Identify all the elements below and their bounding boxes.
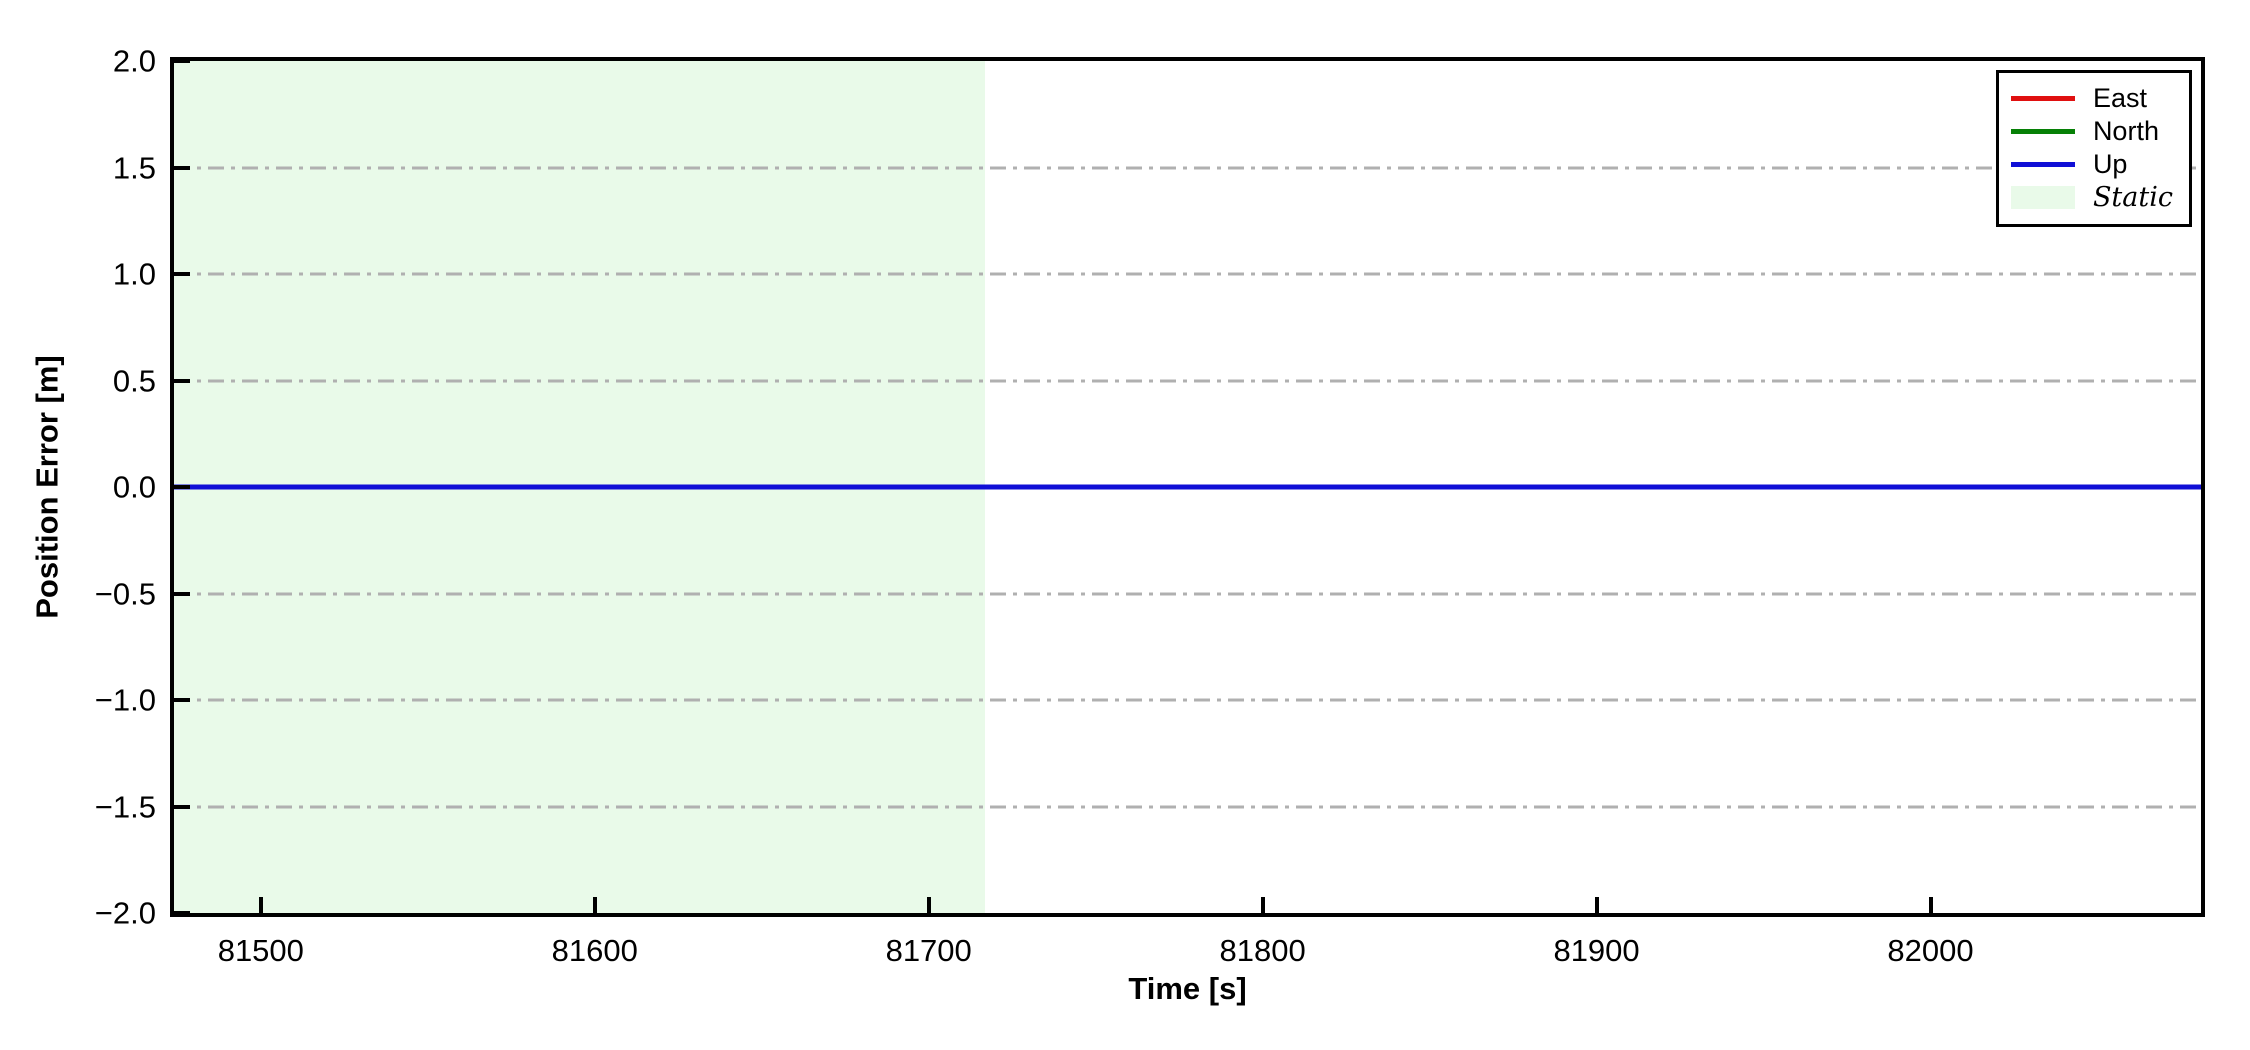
y-tick-label: −0.5 xyxy=(94,576,156,611)
legend-label-static: Static xyxy=(2092,181,2173,213)
x-tick-label: 81700 xyxy=(885,933,972,968)
legend-label-north: North xyxy=(2092,115,2159,146)
y-tick xyxy=(174,485,190,489)
x-tick-label: 81500 xyxy=(217,933,304,968)
x-tick-label: 81800 xyxy=(1219,933,1306,968)
y-tick-label: 2.0 xyxy=(112,43,156,79)
y-tick xyxy=(174,59,190,63)
gridline xyxy=(174,379,2201,382)
legend-row-east: East xyxy=(2010,82,2173,113)
plot-area: East North Up Static 81500 81600 81700 81800 81… xyxy=(95,46,2205,966)
legend-swatch-static xyxy=(2010,185,2075,209)
gridline xyxy=(174,805,2201,808)
legend-swatch-east xyxy=(2010,95,2075,101)
y-tick xyxy=(174,698,190,702)
x-tick-label: 82000 xyxy=(1887,933,1974,968)
legend-swatch-north xyxy=(2010,128,2075,134)
y-tick-label: 0.0 xyxy=(112,469,156,505)
y-tick xyxy=(174,378,190,383)
y-axis-label: Position Error [m] xyxy=(29,355,65,619)
y-tick-label: −1.0 xyxy=(94,682,156,718)
gridline xyxy=(174,272,2201,276)
legend-row-north: North xyxy=(2010,115,2173,146)
x-tick xyxy=(1260,897,1265,913)
y-tick-label: 0.5 xyxy=(112,363,156,398)
gridline xyxy=(174,166,2201,169)
y-tick-label: −1.5 xyxy=(94,789,156,824)
x-tick-label: 81600 xyxy=(551,933,638,968)
y-tick-label: 1.5 xyxy=(112,150,156,185)
legend-label-up: Up xyxy=(2092,148,2128,179)
x-tick-label: 81900 xyxy=(1553,933,1640,968)
y-tick-label: −2.0 xyxy=(94,895,156,931)
gridline xyxy=(174,592,2201,595)
x-axis-label: Time [s] xyxy=(1128,971,1247,1006)
legend-label-east: East xyxy=(2092,82,2147,113)
x-tick xyxy=(258,897,263,913)
y-tick xyxy=(174,804,190,809)
gridline xyxy=(174,698,2201,702)
legend-row-static: Static xyxy=(2010,181,2173,213)
x-tick xyxy=(1928,897,1933,913)
y-tick xyxy=(174,911,190,915)
x-tick xyxy=(1594,897,1599,913)
x-tick xyxy=(592,897,597,913)
y-tick xyxy=(174,591,190,596)
x-tick xyxy=(926,897,931,913)
legend-row-up: Up xyxy=(2010,148,2173,179)
y-tick xyxy=(174,272,190,276)
y-tick-label: 1.0 xyxy=(112,256,156,292)
series-line-up xyxy=(174,484,2201,490)
legend-swatch-up xyxy=(2010,161,2075,167)
y-tick xyxy=(174,165,190,170)
legend: East North Up Static xyxy=(1995,70,2192,227)
